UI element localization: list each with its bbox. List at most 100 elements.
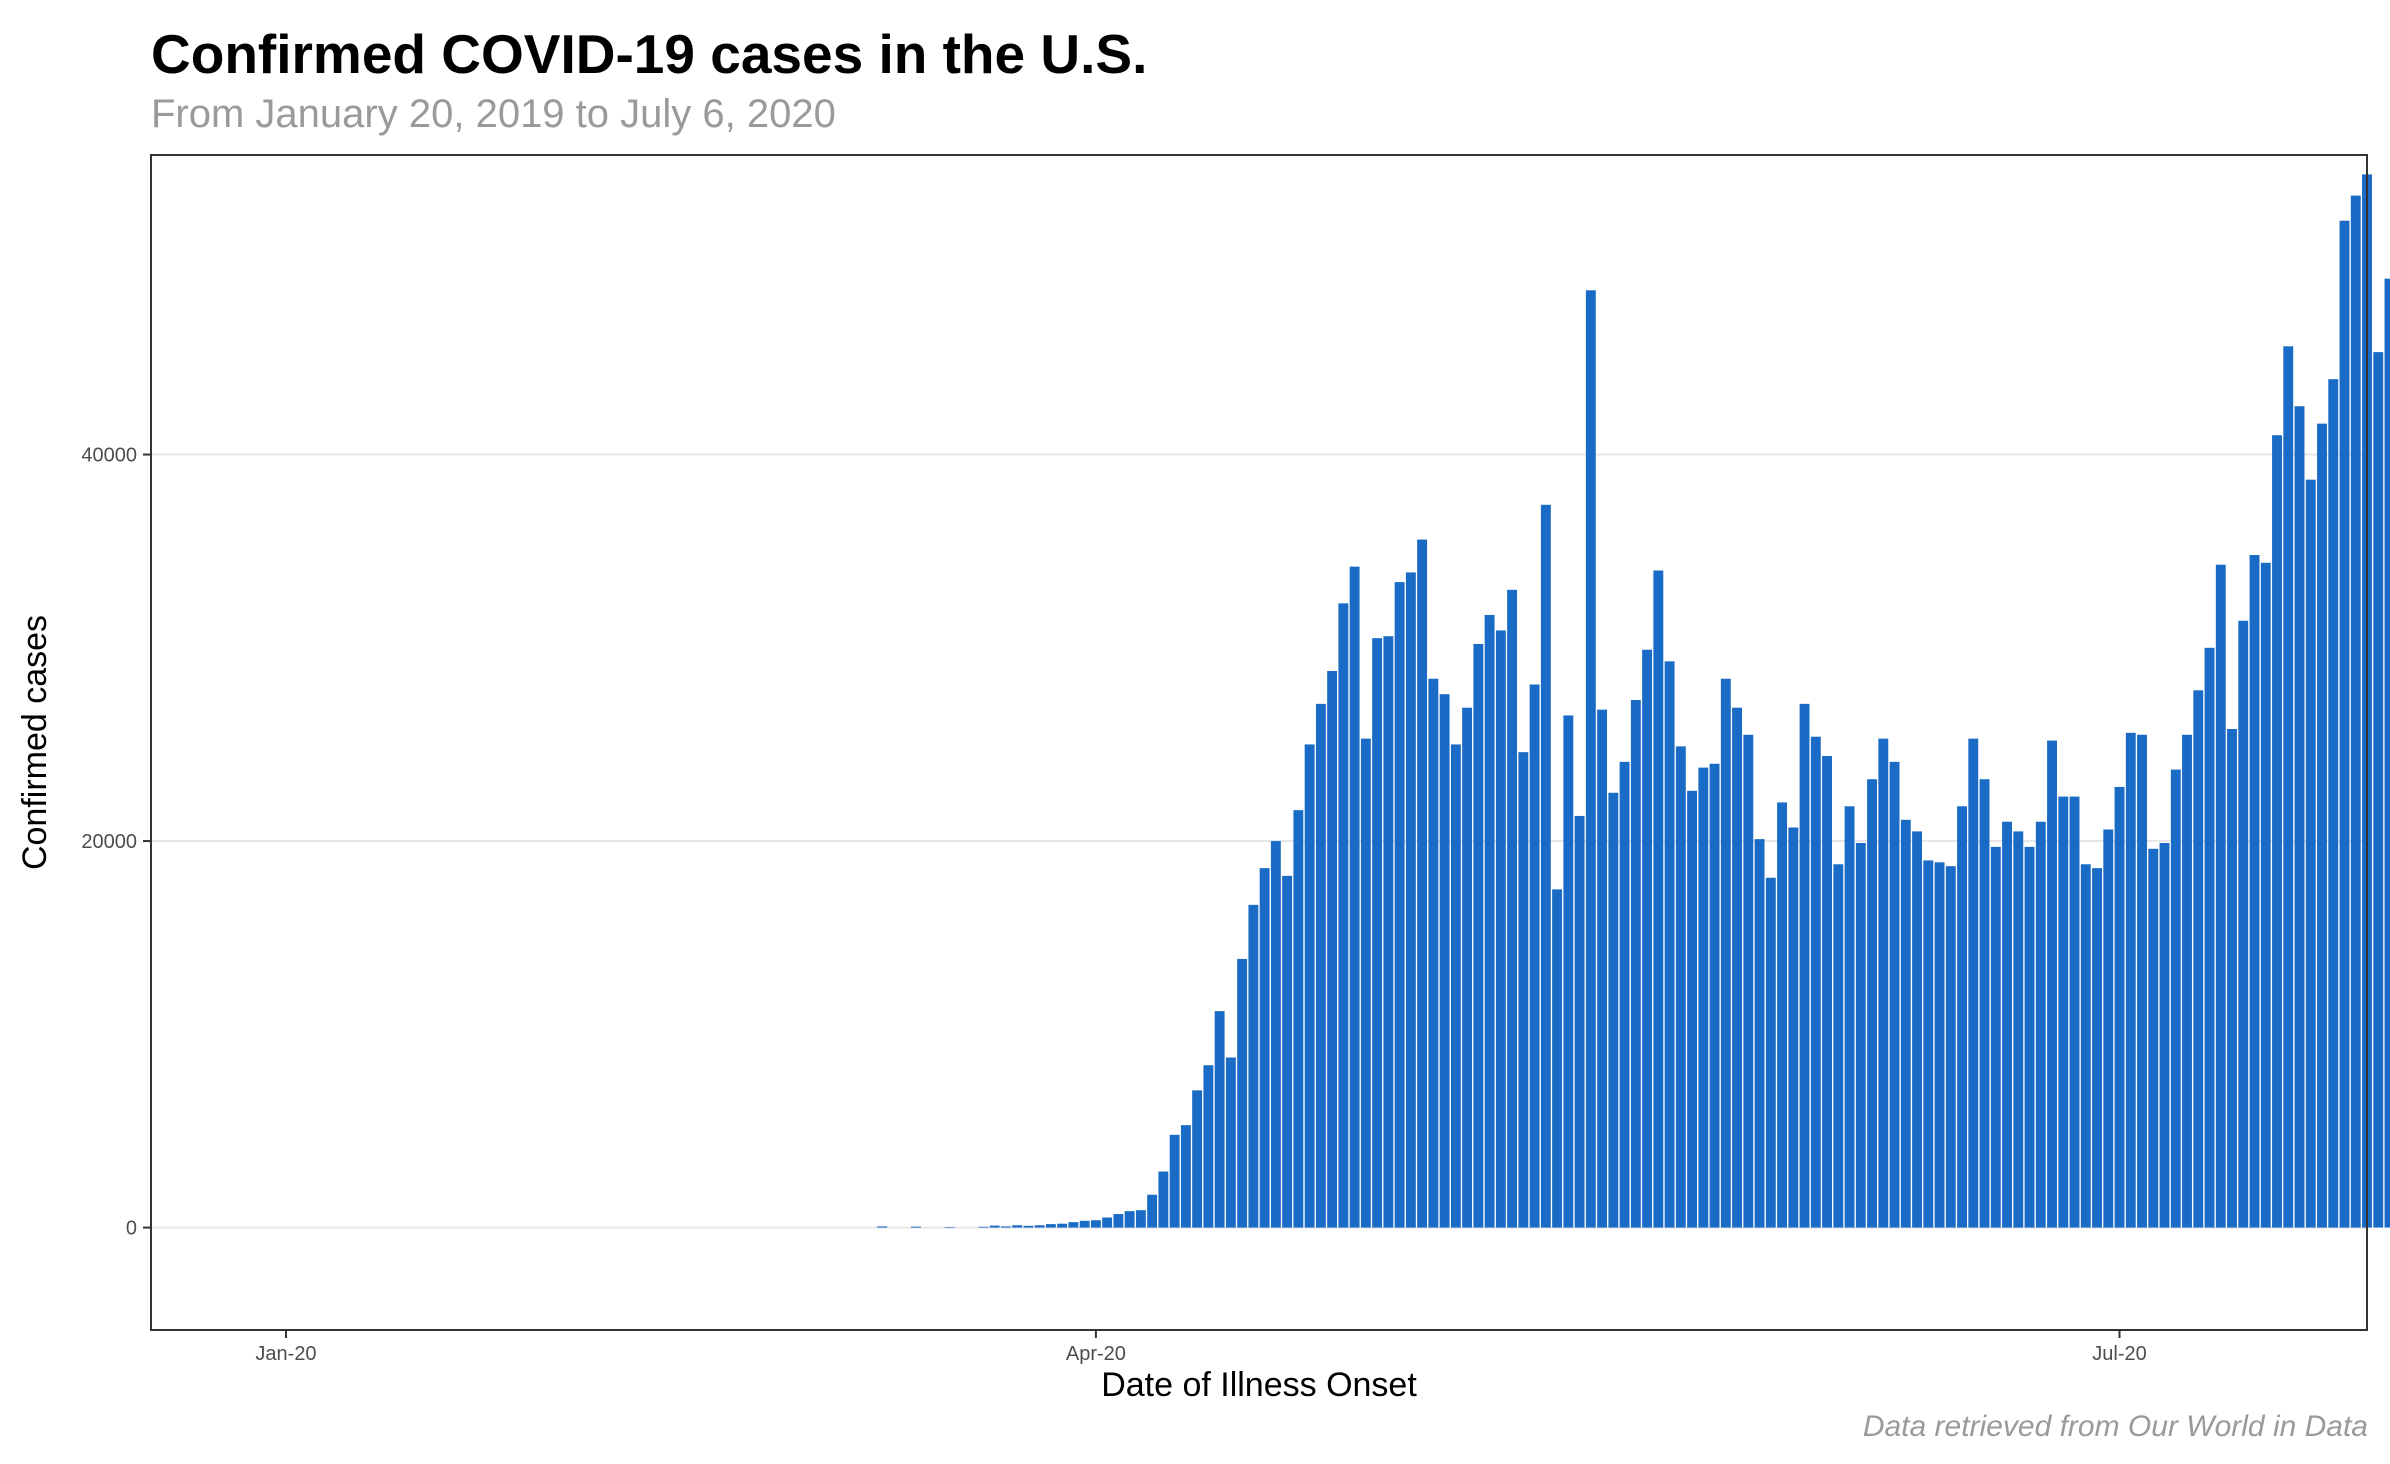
bar xyxy=(1957,806,1967,1228)
bar xyxy=(2238,620,2249,1228)
bar xyxy=(1968,738,1979,1228)
bar xyxy=(1360,738,1371,1228)
bar xyxy=(1855,842,1866,1228)
bars xyxy=(877,174,2390,1228)
bar xyxy=(1192,1090,1203,1228)
bar xyxy=(1990,846,2001,1228)
bar xyxy=(1237,958,1248,1228)
y-tick-label: 20000 xyxy=(81,831,137,853)
bar xyxy=(1619,761,1630,1228)
bar xyxy=(2193,690,2204,1228)
bar xyxy=(1372,638,1383,1228)
y-tick-label: 0 xyxy=(126,1218,137,1240)
bar xyxy=(910,1226,921,1228)
bar xyxy=(1147,1194,1158,1228)
x-tick-label: Jan-20 xyxy=(255,1343,316,1365)
bar xyxy=(1563,715,1574,1228)
bar xyxy=(1180,1125,1191,1228)
bar xyxy=(1327,671,1338,1228)
bar xyxy=(1079,1220,1090,1228)
bar xyxy=(2373,352,2384,1228)
bar xyxy=(1248,904,1259,1228)
bar xyxy=(1788,827,1799,1228)
plot-panel-border xyxy=(150,154,2368,1331)
bar xyxy=(2148,848,2159,1228)
bar xyxy=(2182,734,2192,1228)
bar xyxy=(1068,1222,1079,1228)
bar xyxy=(1934,862,1945,1228)
bar xyxy=(944,1226,955,1228)
bar xyxy=(1349,566,1360,1228)
bar xyxy=(1540,504,1551,1228)
bar xyxy=(1045,1224,1056,1228)
axes: 0 20000 40000 Jan-20 Apr-20 Jul-20 xyxy=(81,445,2146,1365)
bar xyxy=(1630,699,1641,1228)
bar xyxy=(1709,763,1720,1228)
bar xyxy=(1023,1225,1034,1228)
chart-title: Confirmed COVID-19 cases in the U.S. xyxy=(151,23,1148,85)
bar xyxy=(1417,539,1428,1228)
bar xyxy=(2249,555,2260,1228)
bar xyxy=(1698,767,1709,1228)
bar xyxy=(2047,740,2057,1228)
bar xyxy=(1979,779,1990,1228)
bar xyxy=(1495,630,1506,1228)
bar xyxy=(1000,1226,1011,1228)
bar xyxy=(1585,290,1596,1228)
bar xyxy=(1270,841,1281,1228)
bar xyxy=(1799,703,1810,1228)
bar xyxy=(2069,796,2080,1228)
bar xyxy=(1124,1211,1135,1228)
bar xyxy=(1293,810,1304,1228)
bar xyxy=(2305,479,2316,1228)
bar xyxy=(1642,649,1653,1228)
bar xyxy=(1900,819,1911,1228)
bar xyxy=(1743,734,1754,1228)
bar xyxy=(1945,866,1956,1228)
bar xyxy=(1518,752,1529,1228)
bar xyxy=(2339,220,2350,1228)
bar xyxy=(877,1226,888,1228)
bar xyxy=(1057,1223,1068,1228)
bar xyxy=(1608,792,1619,1228)
bar xyxy=(1574,815,1585,1228)
bar xyxy=(1225,1057,1236,1228)
gridlines xyxy=(151,453,2367,1229)
bar xyxy=(2350,195,2361,1228)
bar xyxy=(1135,1210,1146,1228)
bar xyxy=(2317,423,2327,1228)
bar xyxy=(1304,744,1315,1228)
bar xyxy=(2002,821,2012,1228)
bar xyxy=(1844,806,1855,1228)
bar xyxy=(1315,703,1326,1228)
bar xyxy=(1529,684,1540,1228)
bar xyxy=(1090,1220,1101,1228)
bar xyxy=(1777,802,1788,1228)
bar xyxy=(1687,790,1698,1228)
bar xyxy=(2103,829,2114,1228)
bar xyxy=(1754,839,1765,1228)
bar xyxy=(1439,694,1450,1228)
bar xyxy=(1732,707,1743,1228)
bar xyxy=(2384,278,2390,1228)
bar xyxy=(1552,889,1563,1228)
bar xyxy=(1867,779,1878,1228)
bar xyxy=(1383,636,1394,1228)
bar xyxy=(1507,589,1518,1228)
bar xyxy=(1394,582,1405,1228)
bar xyxy=(1664,661,1675,1228)
bar xyxy=(1597,709,1608,1228)
bar xyxy=(2328,379,2339,1228)
bar xyxy=(1203,1065,1214,1228)
bar xyxy=(1259,868,1270,1228)
bar xyxy=(1484,614,1495,1228)
bar xyxy=(2227,728,2237,1228)
bar xyxy=(2283,346,2294,1228)
bar xyxy=(1765,877,1776,1228)
bar xyxy=(2024,846,2035,1228)
bar xyxy=(1833,864,1844,1228)
bar xyxy=(2137,734,2147,1228)
bar xyxy=(1428,678,1439,1228)
y-tick-label: 40000 xyxy=(81,445,137,467)
bar xyxy=(1653,570,1664,1228)
